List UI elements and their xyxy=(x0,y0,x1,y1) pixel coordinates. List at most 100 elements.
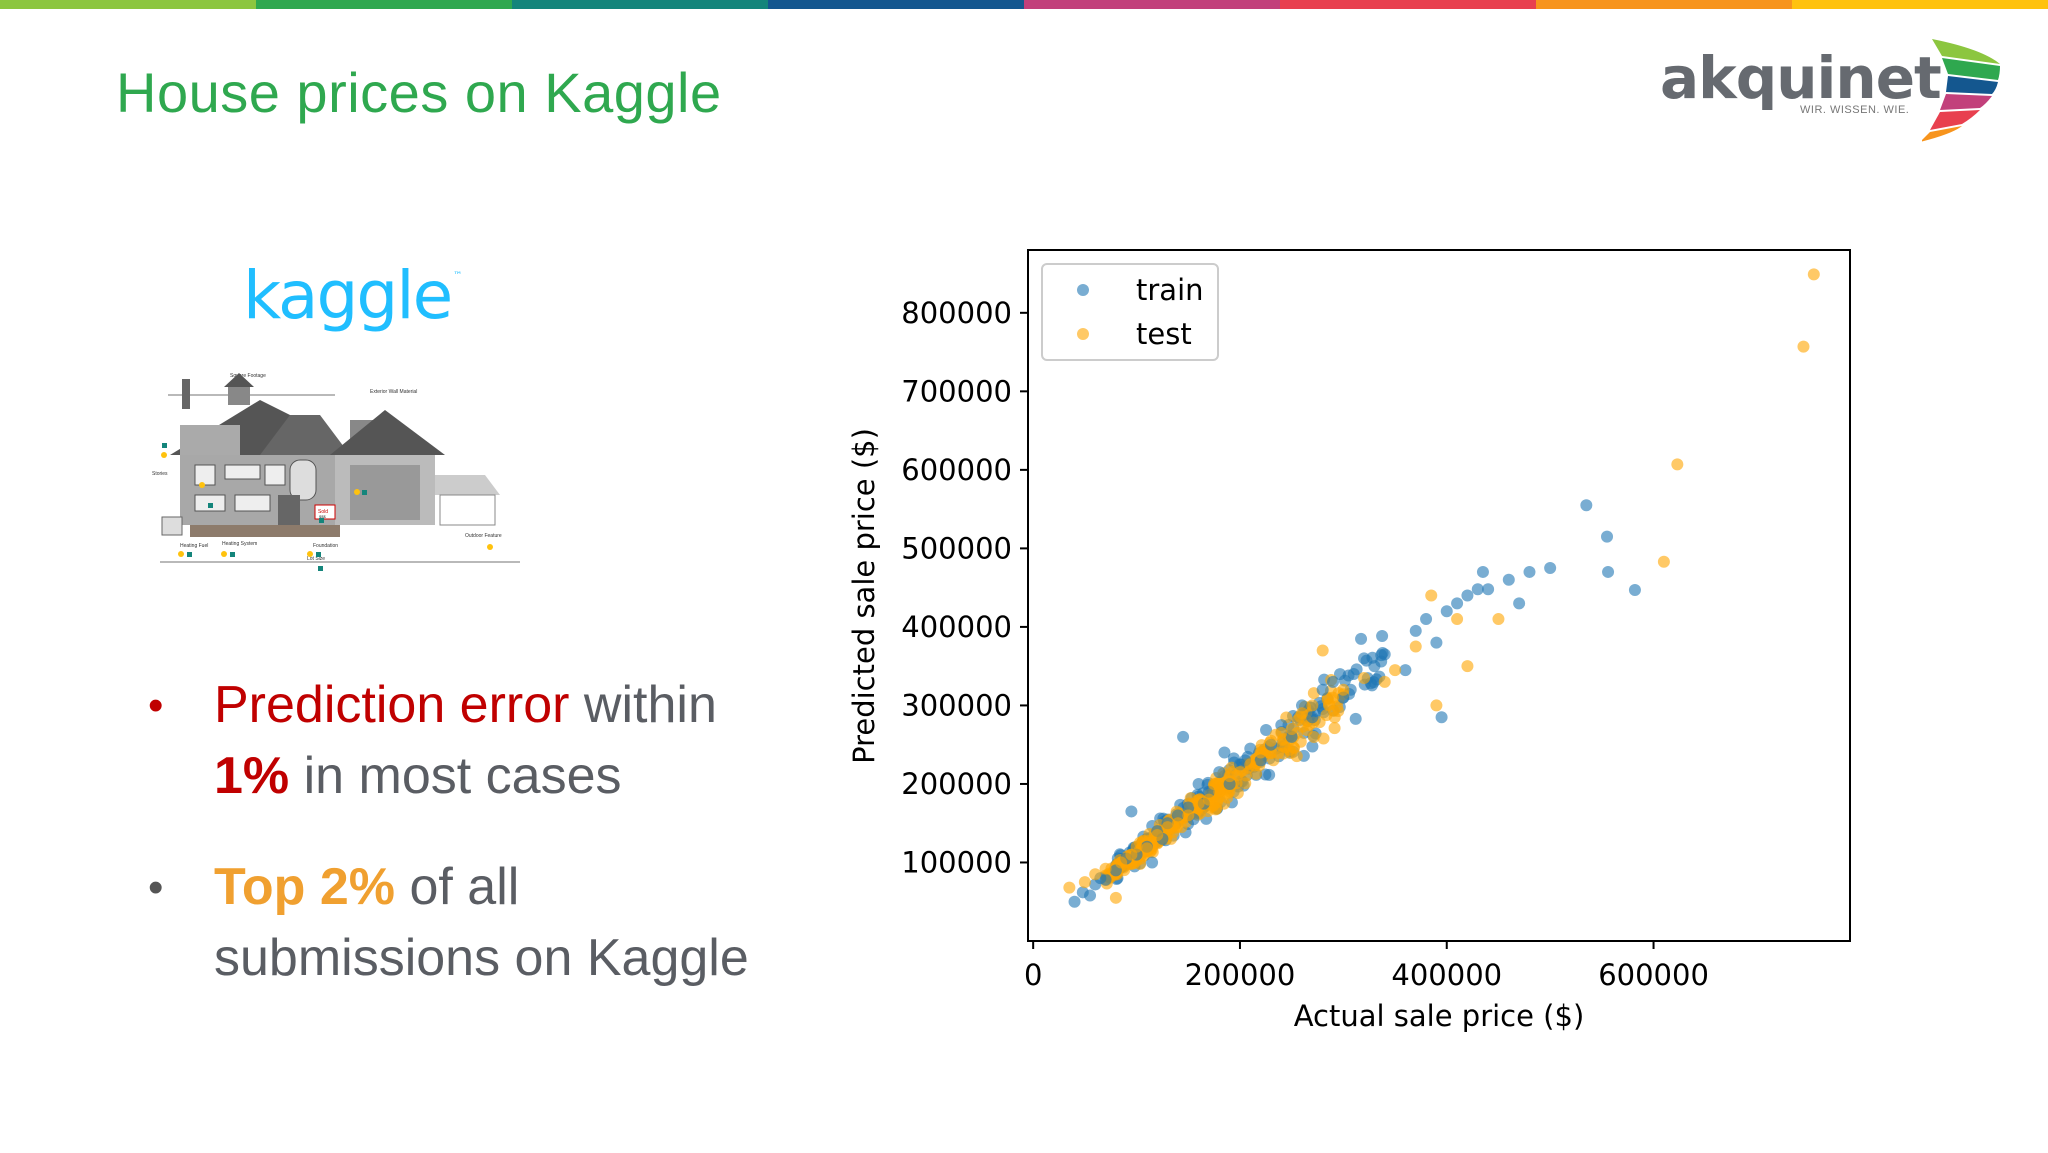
legend-marker-test xyxy=(1077,328,1089,340)
point-test xyxy=(1063,881,1076,894)
point-train xyxy=(1213,766,1226,779)
point-train xyxy=(1218,746,1231,759)
point-test xyxy=(1264,734,1277,747)
point-train xyxy=(1244,742,1257,755)
point-test xyxy=(1285,722,1298,735)
point-train xyxy=(1084,889,1097,902)
point-train xyxy=(1513,597,1526,610)
point-train xyxy=(1316,683,1329,696)
point-test xyxy=(1089,868,1102,881)
label-sold: Sold xyxy=(318,509,328,515)
point-test xyxy=(1807,268,1820,281)
point-train xyxy=(1306,740,1319,753)
point-test xyxy=(1409,640,1422,653)
point-test xyxy=(1327,691,1340,704)
point-train xyxy=(1327,675,1340,688)
point-test xyxy=(1109,891,1122,904)
point-test xyxy=(1296,720,1309,733)
logo-wordmark: akquinet xyxy=(1660,44,1942,112)
legend: train test xyxy=(1041,263,1219,361)
point-train xyxy=(1099,873,1112,886)
house-illustration: Square Footage Exterior Wall Material So… xyxy=(152,373,520,571)
point-train xyxy=(1378,648,1391,661)
point-test xyxy=(1192,797,1205,810)
x-tick-label: 400000 xyxy=(1391,958,1502,992)
point-test xyxy=(1202,793,1215,806)
label-square-footage: Square Footage xyxy=(230,373,266,379)
top-color-stripe xyxy=(0,0,2048,9)
label-sold-price: $$$ xyxy=(319,514,326,519)
plot-frame xyxy=(1027,249,1851,942)
point-train xyxy=(1192,777,1205,790)
bullet1-text2: in most cases xyxy=(289,747,622,805)
y-tick-label: 500000 xyxy=(901,531,1012,565)
label-heating-system: Heating System xyxy=(222,541,257,547)
bullet-prediction-error: • Prediction error within 1% in most cases xyxy=(140,670,800,812)
x-tick-label: 200000 xyxy=(1185,958,1296,992)
y-tick-label: 400000 xyxy=(901,610,1012,644)
x-axis-ticks: 0 200000 400000 600000 xyxy=(1024,941,1709,992)
point-test xyxy=(1657,555,1670,568)
point-train xyxy=(1435,711,1448,724)
point-test xyxy=(1233,766,1246,779)
y-axis-ticks: 100000 200000 300000 400000 500000 600000 7000… xyxy=(901,296,1028,879)
y-tick-label: 200000 xyxy=(901,767,1012,801)
point-train xyxy=(1461,589,1474,602)
point-train xyxy=(1260,723,1273,736)
bullet-list: • Prediction error within 1% in most cases… xyxy=(140,670,800,1034)
point-train xyxy=(1430,636,1443,649)
point-test xyxy=(1223,770,1236,783)
point-test xyxy=(1425,589,1438,602)
y-tick-label: 600000 xyxy=(901,453,1012,487)
bullet1-text: within xyxy=(569,676,717,734)
y-axis-label: Predicted sale price ($) xyxy=(847,428,881,764)
bullet1-highlight: Prediction error xyxy=(214,676,570,734)
point-test xyxy=(1337,683,1350,696)
point-train xyxy=(1376,630,1389,643)
point-train xyxy=(1146,856,1159,869)
point-test xyxy=(1140,842,1153,855)
point-test xyxy=(1492,613,1505,626)
point-test xyxy=(1358,671,1371,684)
point-train xyxy=(1482,583,1495,596)
point-train xyxy=(1628,584,1641,597)
point-train xyxy=(1347,668,1360,681)
point-train xyxy=(1125,805,1138,818)
stripe-segment-5 xyxy=(1280,0,1536,9)
legend-label-train: train xyxy=(1136,273,1204,307)
point-test xyxy=(1461,660,1474,673)
kaggle-logo: kaggle ™ xyxy=(243,257,462,334)
point-train xyxy=(1399,664,1412,677)
point-train xyxy=(1544,562,1557,575)
point-test xyxy=(1209,803,1222,816)
bullet-dot: • xyxy=(148,681,164,730)
point-test xyxy=(1307,731,1320,744)
stripe-segment-0 xyxy=(0,0,256,9)
label-heating-fuel: Heating Fuel xyxy=(180,543,208,549)
point-test xyxy=(1182,809,1195,822)
point-test xyxy=(1171,817,1184,830)
point-test xyxy=(1451,613,1464,626)
logo-tagline: WIR. WISSEN. WIE. xyxy=(1800,104,1910,116)
point-train xyxy=(1306,711,1319,724)
y-tick-label: 100000 xyxy=(901,845,1012,879)
x-tick-label: 0 xyxy=(1024,958,1042,992)
kaggle-wordmark: kaggle xyxy=(243,257,453,334)
kaggle-trademark: ™ xyxy=(453,271,462,281)
point-test xyxy=(1294,735,1307,748)
point-test xyxy=(1213,785,1226,798)
bullet2-text: of all xyxy=(395,858,520,916)
x-tick-label: 600000 xyxy=(1598,958,1709,992)
stripe-segment-3 xyxy=(768,0,1024,9)
point-train xyxy=(1440,605,1453,618)
bullet-dot: • xyxy=(148,863,164,912)
label-stories: Stories xyxy=(152,471,168,477)
point-train xyxy=(1177,730,1190,743)
point-test xyxy=(1332,704,1345,717)
point-test xyxy=(1115,856,1128,869)
point-train xyxy=(1602,565,1615,578)
point-test xyxy=(1078,876,1091,889)
point-test xyxy=(1151,828,1164,841)
slide-title: House prices on Kaggle xyxy=(116,61,722,124)
point-train xyxy=(1068,895,1081,908)
